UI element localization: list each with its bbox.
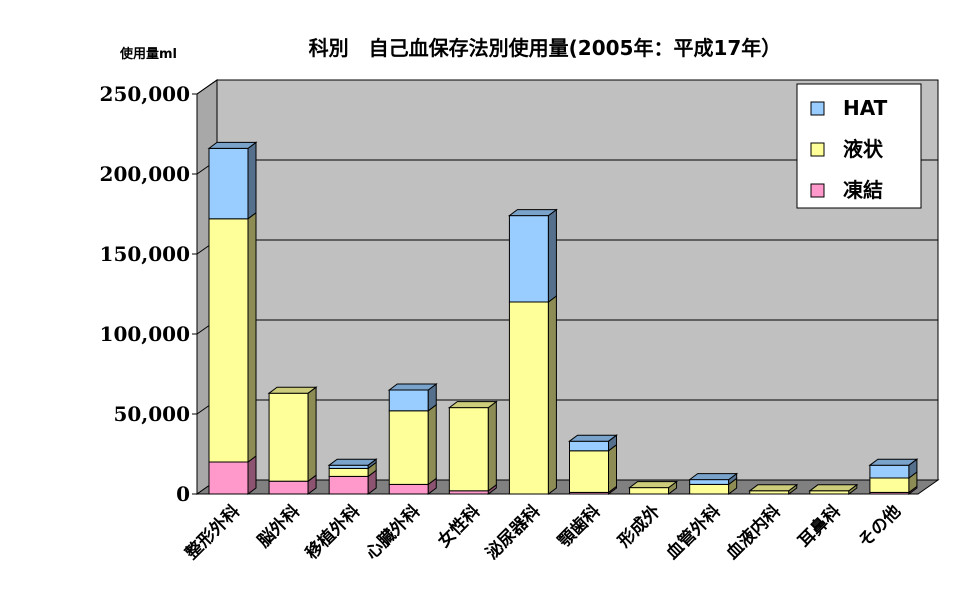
bar-top: [808, 484, 859, 492]
bar-segment-side: [427, 403, 437, 486]
legend-label: 液状: [843, 137, 884, 161]
bar-segment: [268, 392, 309, 482]
bar-segment: [508, 301, 549, 495]
bar-segment: [208, 147, 249, 220]
bar-segment-side: [547, 295, 557, 495]
y-tick-label: 0: [176, 482, 190, 506]
x-axis-ticks: 整形外科 脳外科移植外科心臓外科 女性科泌尿器科 顎歯科 形成外血管外科血液内科 耳鼻科そ…: [181, 501, 905, 564]
x-tick-label: 耳鼻科: [794, 501, 845, 552]
bar-stack: [868, 458, 919, 495]
bar-stack: [267, 386, 318, 495]
x-tick-label: 移植外科: [301, 501, 364, 564]
y-tick-label: 200,000: [100, 162, 190, 186]
bar-stack: [447, 400, 498, 495]
bar-segment: [869, 464, 910, 479]
legend-label: 凍結: [843, 178, 883, 202]
bar-segment-side: [487, 400, 497, 492]
bar-stack: [688, 472, 739, 495]
bar-stack: [387, 383, 438, 495]
bar-top: [387, 383, 438, 391]
bar-segment: [869, 477, 910, 493]
y-tick-label: 150,000: [100, 242, 190, 266]
bar-segment-side: [247, 141, 257, 220]
bar-top: [748, 484, 799, 492]
bar-segment-side: [608, 443, 617, 494]
bar-segment: [569, 450, 609, 493]
bar-segment: [388, 389, 429, 412]
y-tick-label: 250,000: [100, 82, 190, 106]
bar-stack: [628, 480, 679, 495]
bar-top: [267, 386, 318, 394]
x-tick-label: 脳外科: [253, 501, 304, 552]
bar-segment: [689, 483, 730, 495]
bar-segment: [328, 475, 369, 495]
bar-segment: [208, 218, 249, 463]
chart-title: 科別 自己血保存法別使用量(2005年：平成17年）: [309, 36, 782, 60]
bar-segment: [388, 483, 429, 495]
x-tick-label: 整形外科: [181, 501, 244, 564]
y-axis-ticks: 0 50,000 100,000 150,000 200,000 250,000: [100, 82, 197, 506]
bar-stack: [507, 208, 558, 495]
bar-segment: [448, 407, 489, 492]
legend-swatch: [810, 183, 825, 198]
bar-segment: [388, 410, 429, 485]
y-tick-label: 100,000: [100, 322, 190, 346]
legend-label: HAT: [843, 96, 888, 120]
bar-segment: [328, 467, 369, 477]
bar-top: [327, 458, 378, 466]
bar-segment-side: [547, 208, 557, 303]
bar-top: [868, 458, 919, 466]
legend-swatch: [810, 142, 825, 157]
x-tick-label: その他: [854, 501, 905, 552]
x-tick-label: 血管外科: [662, 501, 725, 564]
bars: [207, 141, 919, 495]
bar-stack: [568, 434, 618, 495]
bar-top: [207, 141, 258, 149]
bar-stack: [748, 483, 799, 495]
bar-segment: [689, 479, 730, 485]
bar-stack: [327, 458, 378, 495]
y-tick-label: 50,000: [113, 402, 190, 426]
x-tick-label: 血液内科: [722, 501, 785, 564]
bar-top: [447, 401, 498, 409]
bar-top: [688, 473, 739, 481]
gridline-side: [196, 79, 218, 95]
x-tick-label: 心臓外科: [361, 501, 424, 564]
x-tick-label: 形成外: [614, 501, 665, 552]
bar-top: [628, 481, 679, 489]
bar-segment: [268, 480, 309, 495]
bar-segment: [208, 461, 249, 495]
bar-segment-side: [307, 386, 317, 483]
bar-segment: [629, 487, 670, 495]
bar-top: [568, 434, 618, 442]
legend-swatch: [810, 101, 825, 116]
bar-segment: [508, 215, 549, 303]
y-axis-unit-label: 使用量ml: [119, 46, 177, 62]
bar-stack: [808, 483, 859, 495]
x-tick-label: 顎歯科: [554, 501, 605, 552]
x-tick-label: 女性科: [433, 501, 484, 552]
bar-segment-side: [247, 211, 257, 463]
bar-top: [507, 209, 558, 217]
x-tick-label: 泌尿器科: [482, 501, 545, 564]
bar-segment: [569, 440, 609, 452]
bar-stack: [207, 141, 258, 495]
